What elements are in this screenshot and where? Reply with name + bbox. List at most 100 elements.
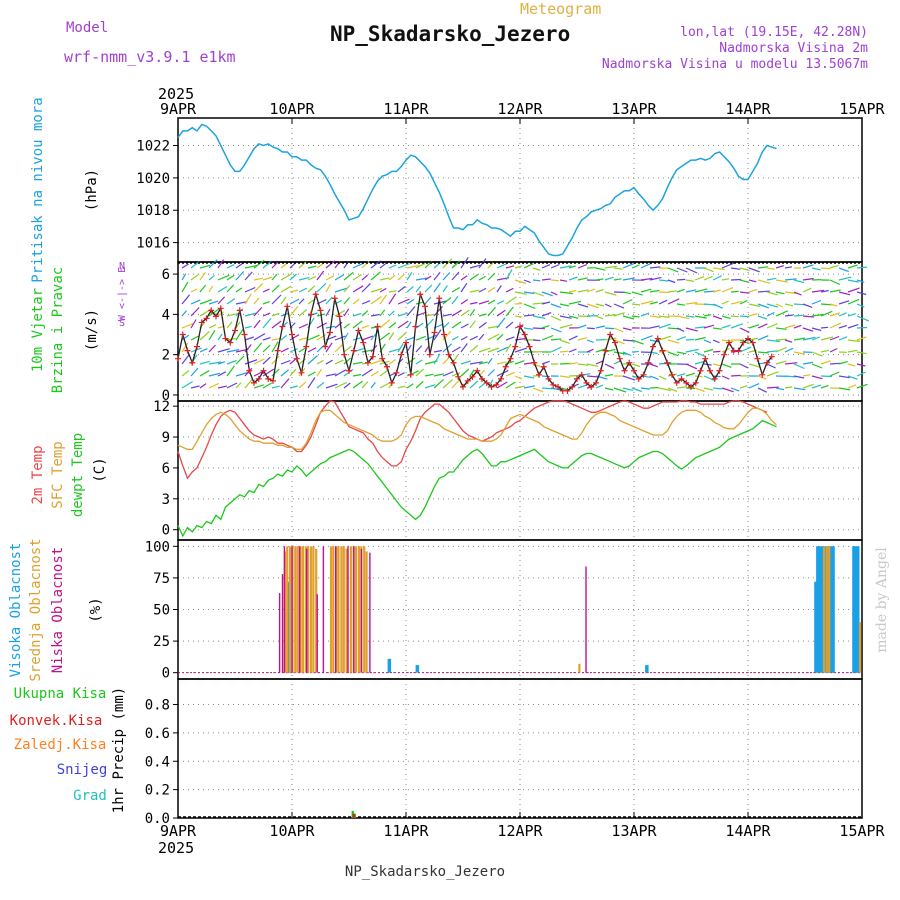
wind-arrow — [685, 372, 696, 377]
wind-arrow — [631, 339, 644, 345]
y-tick-label: 0.2 — [145, 783, 170, 799]
wind-arrow — [307, 334, 320, 341]
wind-arrow — [460, 282, 468, 293]
wind-arrow — [640, 387, 650, 390]
wind-arrow — [370, 370, 379, 377]
wind-arrow — [640, 263, 651, 269]
wind-arrow — [361, 283, 371, 293]
wind-arrow — [730, 387, 740, 392]
wind-arrow — [460, 360, 471, 365]
wind-arrow — [586, 339, 594, 344]
wind-arrow — [487, 262, 494, 269]
wind-arrow — [442, 321, 450, 329]
wind-arrow — [712, 303, 723, 309]
wind-arrow — [748, 337, 759, 341]
wind-arrow — [793, 387, 806, 391]
wind-arrow — [217, 371, 227, 377]
pressure-axis-title: Pritisak na nivou mora — [30, 97, 46, 282]
wind-arrow — [352, 285, 364, 293]
wind-arrow — [190, 335, 199, 341]
y-tick-label: 0.0 — [145, 811, 170, 827]
wind-speed-marker — [255, 375, 262, 382]
wind-arrow — [640, 277, 653, 281]
wind-arrow — [478, 347, 491, 353]
wind-arrow — [235, 271, 245, 281]
wind-speed-marker — [640, 371, 647, 378]
wind-arrow — [703, 375, 716, 382]
wind-axis-title: 10m Vjetar — [30, 288, 46, 372]
wind-arrow — [541, 291, 553, 297]
wind-arrow — [298, 381, 307, 389]
wind-speed-marker — [412, 323, 419, 330]
wind-arrow — [325, 308, 331, 317]
wind-speed-marker — [198, 319, 205, 326]
wind-arrow — [559, 315, 572, 319]
wind-arrow — [226, 298, 236, 305]
wind-arrow — [496, 300, 505, 305]
wind-speed-marker — [583, 379, 590, 386]
wind-arrow — [262, 317, 272, 329]
wind-arrow — [190, 367, 199, 377]
wind-arrow — [325, 359, 333, 365]
wind-speed-marker — [417, 291, 424, 298]
wind-speed-marker — [726, 339, 732, 346]
year-label-top: 2025 — [158, 85, 194, 103]
wind-arrow — [784, 278, 797, 281]
wind-arrow — [343, 345, 352, 353]
wind-arrow — [802, 277, 814, 281]
wind-arrow — [235, 321, 241, 329]
wind-arrow — [298, 277, 310, 281]
wind-arrow — [811, 384, 822, 389]
wind-arrow — [586, 303, 599, 309]
wind-speed-marker — [350, 347, 357, 354]
wind-arrow — [721, 324, 731, 329]
wind-arrow — [694, 315, 707, 319]
wind-arrow — [775, 265, 784, 269]
wind-arrow — [676, 386, 687, 389]
wind-arrow — [802, 383, 814, 389]
wind-arrow — [505, 287, 514, 293]
wind-arrow — [532, 387, 544, 393]
wind-speed-marker — [498, 375, 504, 382]
cloud-low-bar — [347, 546, 349, 673]
wind-speed-marker — [531, 359, 538, 366]
wind-arrow — [676, 373, 686, 377]
wind-arrow — [352, 273, 362, 281]
wind-speed-marker — [521, 331, 528, 338]
wind-arrow — [775, 387, 785, 391]
wind-arrow — [811, 327, 822, 332]
wind-arrow — [289, 289, 299, 293]
wind-arrow — [370, 313, 380, 317]
wind-arrow — [298, 323, 309, 329]
wind-speed-marker — [308, 311, 314, 318]
wind-arrow — [397, 372, 405, 377]
cloud-mid-bar — [859, 622, 862, 673]
wind-arrow — [766, 371, 779, 377]
wind-arrow — [451, 321, 462, 329]
wind-arrow — [280, 359, 291, 365]
wind-arrow — [253, 319, 261, 329]
wind-arrow — [559, 339, 570, 344]
cloud-mid-bar — [340, 546, 343, 673]
sfc-temp-line — [177, 407, 777, 451]
wind-arrow — [451, 378, 461, 389]
wind-speed-marker — [673, 379, 680, 386]
wind-arrow — [604, 348, 616, 353]
wind-arrow — [190, 273, 200, 281]
wind-speed-marker — [203, 315, 210, 322]
cloud-mid-bar — [296, 546, 299, 673]
wind-arrow — [838, 360, 848, 365]
wind-arrow — [766, 267, 775, 270]
x-tick-label-bottom: 10APR — [269, 822, 315, 840]
wind-speed-marker — [469, 373, 476, 380]
wind-speed-marker — [616, 355, 623, 362]
wind-arrow — [478, 275, 486, 281]
wind-arrow — [208, 324, 217, 329]
wind-arrow — [622, 298, 633, 305]
wind-arrow — [523, 314, 535, 317]
wind-arrow — [577, 277, 588, 281]
y-tick-label: 1020 — [136, 171, 170, 187]
wind-speed-marker — [284, 303, 291, 310]
footer-station-label: NP_Skadarsko_Jezero — [345, 864, 505, 880]
wind-arrow — [748, 303, 761, 308]
